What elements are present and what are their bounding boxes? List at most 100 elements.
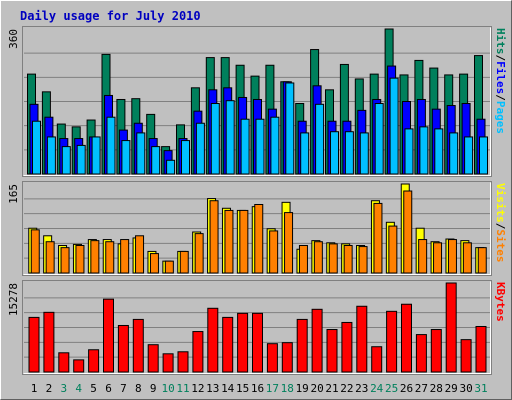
legend: Hits/Files/Pages bbox=[494, 28, 507, 134]
x-tick-label: 20 bbox=[310, 382, 323, 395]
bar bbox=[195, 122, 205, 175]
bar bbox=[75, 244, 85, 274]
bar bbox=[121, 140, 131, 175]
bar bbox=[194, 233, 204, 274]
bar bbox=[117, 324, 129, 373]
bar bbox=[281, 342, 293, 373]
x-tick-label: 4 bbox=[75, 382, 82, 395]
x-tick-label: 27 bbox=[415, 382, 428, 395]
bar bbox=[237, 312, 249, 373]
bar bbox=[46, 136, 56, 175]
bar bbox=[449, 132, 459, 175]
bar bbox=[356, 305, 368, 373]
bar bbox=[388, 225, 398, 274]
bar bbox=[464, 136, 474, 175]
bar bbox=[418, 239, 428, 274]
legend-separator: / bbox=[494, 223, 507, 230]
bar bbox=[61, 146, 71, 175]
bar bbox=[371, 346, 383, 373]
x-tick-label: 7 bbox=[120, 382, 127, 395]
bar bbox=[132, 318, 144, 373]
legend-entry: Pages bbox=[494, 101, 507, 134]
x-tick-label: 17 bbox=[266, 382, 279, 395]
x-tick-label: 16 bbox=[251, 382, 264, 395]
bar bbox=[222, 316, 234, 373]
bar bbox=[358, 246, 368, 274]
x-tick-label: 1 bbox=[31, 382, 38, 395]
bar bbox=[90, 240, 100, 274]
legend-separator: / bbox=[494, 94, 507, 101]
bar bbox=[106, 116, 116, 175]
bar bbox=[177, 351, 189, 373]
bar bbox=[73, 359, 85, 373]
bar bbox=[284, 212, 294, 274]
x-tick-label: 10 bbox=[161, 382, 174, 395]
bar bbox=[330, 131, 339, 175]
x-tick-label: 3 bbox=[60, 382, 67, 395]
x-tick-label: 11 bbox=[176, 382, 189, 395]
bar bbox=[103, 298, 114, 373]
bar bbox=[475, 325, 487, 373]
legend-separator: / bbox=[494, 55, 507, 62]
bar bbox=[477, 247, 487, 274]
bar bbox=[326, 329, 338, 373]
legend: KBytes bbox=[494, 282, 507, 322]
bar bbox=[419, 126, 429, 175]
x-tick-label: 29 bbox=[445, 382, 458, 395]
x-tick-label: 8 bbox=[135, 382, 142, 395]
bar bbox=[315, 103, 325, 175]
x-tick-label: 6 bbox=[105, 382, 112, 395]
x-tick-label: 13 bbox=[206, 382, 219, 395]
x-tick-label: 15 bbox=[236, 382, 249, 395]
x-tick-label: 28 bbox=[430, 382, 443, 395]
bar bbox=[192, 331, 204, 373]
x-tick-label: 9 bbox=[150, 382, 157, 395]
bar bbox=[266, 343, 278, 373]
bar bbox=[43, 311, 55, 373]
bar bbox=[166, 159, 176, 175]
legend-entry: Sites bbox=[494, 229, 507, 262]
bar bbox=[240, 118, 250, 175]
x-tick-label: 30 bbox=[459, 382, 472, 395]
x-tick-label: 26 bbox=[400, 382, 413, 395]
bar bbox=[105, 241, 115, 274]
x-tick-label: 22 bbox=[340, 382, 353, 395]
legend: Visits/Sites bbox=[494, 183, 507, 263]
bar bbox=[462, 242, 472, 274]
bar bbox=[162, 353, 174, 373]
bar bbox=[403, 190, 413, 274]
bar bbox=[225, 100, 235, 175]
bar bbox=[255, 118, 265, 175]
bar bbox=[434, 128, 444, 175]
bar bbox=[252, 312, 263, 373]
bar bbox=[32, 120, 41, 175]
y-tick-label: 15278 bbox=[7, 283, 20, 316]
bar bbox=[430, 329, 442, 373]
bar bbox=[224, 209, 234, 274]
bar bbox=[207, 307, 219, 373]
x-tick-label: 25 bbox=[385, 382, 398, 395]
panel-bevel bbox=[23, 27, 491, 176]
x-tick-label: 19 bbox=[296, 382, 309, 395]
chart-title: Daily usage for July 2010 bbox=[20, 9, 201, 23]
bar bbox=[343, 244, 353, 274]
bar bbox=[120, 239, 130, 274]
bar bbox=[374, 103, 384, 175]
bar bbox=[386, 310, 398, 373]
bar bbox=[254, 203, 264, 274]
x-tick-label: 12 bbox=[191, 382, 204, 395]
bar bbox=[300, 132, 310, 175]
x-tick-label: 21 bbox=[325, 382, 338, 395]
bar bbox=[389, 77, 399, 175]
bar bbox=[401, 303, 412, 373]
bar bbox=[239, 209, 249, 274]
legend-entry: Hits bbox=[494, 28, 507, 55]
bar bbox=[313, 241, 323, 274]
bar bbox=[45, 241, 55, 274]
x-tick-label: 14 bbox=[221, 382, 235, 395]
x-tick-label: 23 bbox=[355, 382, 368, 395]
bar bbox=[447, 239, 457, 274]
bar bbox=[433, 242, 443, 274]
